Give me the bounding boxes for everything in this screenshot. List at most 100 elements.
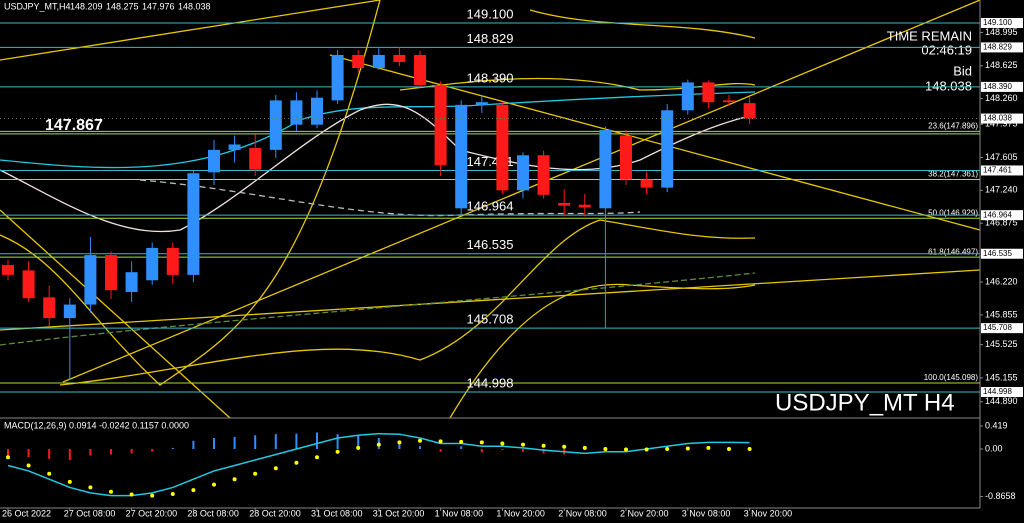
signal-dot	[624, 447, 628, 452]
candle-body	[187, 173, 200, 275]
candle-body	[146, 247, 159, 281]
level-label: 146.535	[467, 237, 514, 252]
signal-dot	[253, 471, 258, 476]
band	[59, 219, 756, 386]
trendline	[0, 0, 381, 61]
signal-dot	[67, 479, 72, 484]
moving-average	[0, 272, 756, 346]
signal-dot	[47, 471, 52, 476]
y-tick-label: 145.855	[985, 309, 1018, 319]
header-symbol: USDJPY_MT,H4	[4, 1, 71, 11]
level-label: 144.998	[467, 375, 514, 390]
price-tag-label: 148.390	[983, 82, 1012, 91]
header-value: 147.976	[142, 1, 175, 11]
x-tick-label: 1 Nov 08:00	[435, 508, 484, 518]
candle-body	[475, 102, 488, 105]
signal-dot	[26, 463, 31, 468]
signal-dot	[129, 492, 134, 497]
candle-body	[640, 179, 653, 188]
signal-dot	[747, 447, 752, 452]
header-value: 148.209	[70, 1, 103, 11]
price-tag-label: 145.708	[983, 323, 1012, 332]
bid-label: Bid	[953, 63, 972, 78]
candle-body	[599, 130, 612, 209]
moving-average	[0, 103, 756, 233]
macd-title: MACD(12,26,9) 0.0914 -0.0242 0.1157 0.00…	[4, 420, 189, 430]
signal-dot	[500, 441, 505, 446]
trendline	[62, 0, 981, 383]
signal-dot	[294, 460, 299, 465]
signal-dot	[356, 445, 361, 450]
candle-body	[84, 255, 97, 305]
price-tag	[981, 210, 1023, 221]
candle-body	[2, 264, 14, 275]
candle-body	[22, 270, 35, 299]
signal-dot	[376, 442, 381, 447]
candle-body	[43, 297, 56, 319]
price-tag-label: 148.038	[983, 114, 1012, 123]
signal-dot	[232, 477, 237, 482]
signal-dot	[582, 445, 587, 450]
signal-dot	[603, 447, 608, 452]
signal-dot	[212, 482, 216, 487]
x-tick-label: 3 Nov 08:00	[682, 508, 731, 518]
fib-label: 50.0(146.929)	[928, 208, 978, 217]
x-tick-label: 27 Oct 08:00	[64, 508, 116, 518]
header-value: 148.038	[178, 1, 211, 11]
header-value: 148.275	[106, 1, 139, 11]
y-tick-label: -0.8658	[985, 491, 1016, 501]
price-tag-label: 144.998	[983, 387, 1012, 396]
bid-value: 148.038	[925, 78, 972, 93]
level-label: 146.964	[467, 199, 514, 214]
signal-dot	[562, 444, 567, 449]
price-tag-label: 147.461	[983, 166, 1012, 175]
price-tag	[981, 323, 1023, 334]
price-tag-label: 146.535	[983, 249, 1012, 258]
x-tick-label: 3 Nov 20:00	[744, 508, 793, 518]
candle-body	[228, 144, 241, 150]
band	[399, 77, 756, 91]
time-remain: 02:46:19	[921, 42, 972, 57]
level-label: 145.708	[467, 312, 514, 327]
y-tick-label: 148.625	[985, 60, 1018, 70]
band	[0, 0, 381, 386]
signal-dot	[88, 485, 93, 490]
signal-dot	[273, 466, 278, 471]
moving-average	[139, 179, 641, 217]
y-tick-label: 146.875	[985, 218, 1018, 228]
candle-body	[496, 104, 509, 191]
signal-dot	[170, 492, 175, 497]
y-tick-label: 146.220	[985, 276, 1018, 286]
price-tag	[981, 387, 1023, 398]
y-tick-label: 145.155	[985, 372, 1018, 382]
x-tick-label: 26 Oct 2022	[2, 508, 51, 518]
band	[449, 283, 756, 419]
time-remain-label: TIME REMAIN	[887, 28, 972, 43]
y-tick-label: 147.975	[985, 119, 1018, 129]
key-level-label: 147.867	[45, 117, 103, 134]
candle-body	[331, 54, 344, 101]
x-tick-label: 2 Nov 08:00	[558, 508, 607, 518]
signal-dot	[191, 488, 196, 493]
y-tick-label: 148.260	[985, 93, 1018, 103]
trendline	[0, 269, 981, 331]
price-tag	[981, 81, 1023, 92]
candle-body	[311, 97, 323, 125]
y-tick-label: 144.890	[985, 396, 1018, 406]
level-label: 148.829	[467, 31, 514, 46]
signal-dot	[397, 440, 402, 445]
signal-dot	[665, 447, 670, 452]
fib-label: 23.6(147.896)	[928, 121, 978, 130]
candle-body	[290, 100, 303, 125]
signal-dot	[685, 446, 690, 451]
moving-average	[0, 91, 756, 169]
y-tick-label: 0.00	[985, 443, 1003, 453]
x-tick-label: 28 Oct 20:00	[249, 508, 301, 518]
signal-dot	[479, 440, 484, 445]
signal-dot	[335, 449, 340, 454]
x-tick-label: 31 Oct 08:00	[311, 508, 363, 518]
candle-body	[166, 247, 179, 275]
price-tag	[981, 113, 1023, 124]
candle-body	[105, 255, 117, 291]
x-tick-label: 2 Nov 20:00	[620, 508, 669, 518]
